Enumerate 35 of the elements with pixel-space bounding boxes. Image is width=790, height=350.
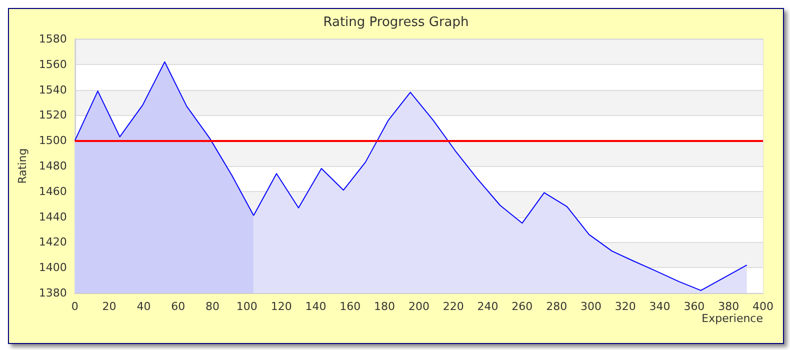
x-tick-label: 220 xyxy=(442,300,464,313)
y-tick-label: 1560 xyxy=(38,58,67,71)
y-axis-title: Rating xyxy=(16,148,29,184)
x-tick-label: 160 xyxy=(340,300,361,313)
x-tick-label: 40 xyxy=(136,300,151,313)
y-tick-label: 1420 xyxy=(38,236,67,249)
chart-title: Rating Progress Graph xyxy=(323,15,469,30)
x-tick-label: 380 xyxy=(718,300,740,313)
x-tick-label: 20 xyxy=(102,300,116,313)
x-tick-label: 200 xyxy=(408,300,430,313)
y-tick-label: 1400 xyxy=(38,261,67,274)
y-tick-label: 1460 xyxy=(38,184,67,198)
x-tick-label: 120 xyxy=(270,300,292,313)
y-tick-label: 1440 xyxy=(38,210,67,224)
x-tick-label: 180 xyxy=(374,300,396,313)
x-axis-title: Experience xyxy=(702,312,764,325)
x-tick-label: 0 xyxy=(71,300,78,313)
x-tick-label: 320 xyxy=(614,300,636,313)
x-tick-label: 340 xyxy=(649,300,670,313)
y-tick-label: 1500 xyxy=(38,134,67,148)
x-tick-label: 60 xyxy=(171,300,186,313)
x-tick-label: 100 xyxy=(236,300,258,313)
x-tick-label: 280 xyxy=(546,300,568,313)
x-tick-label: 240 xyxy=(477,300,498,313)
x-tick-label: 400 xyxy=(752,300,774,313)
y-tick-label: 1580 xyxy=(38,32,67,46)
y-tick-label: 1480 xyxy=(38,160,67,172)
x-tick-label: 80 xyxy=(206,300,220,313)
y-tick-label: 1540 xyxy=(38,83,67,96)
x-tick-label: 260 xyxy=(512,300,533,313)
x-tick-label: 360 xyxy=(684,300,705,313)
x-tick-label: 140 xyxy=(305,300,326,313)
y-tick-label: 1380 xyxy=(38,286,67,300)
y-tick-label: 1520 xyxy=(38,108,67,122)
x-tick-label: 300 xyxy=(580,300,602,313)
